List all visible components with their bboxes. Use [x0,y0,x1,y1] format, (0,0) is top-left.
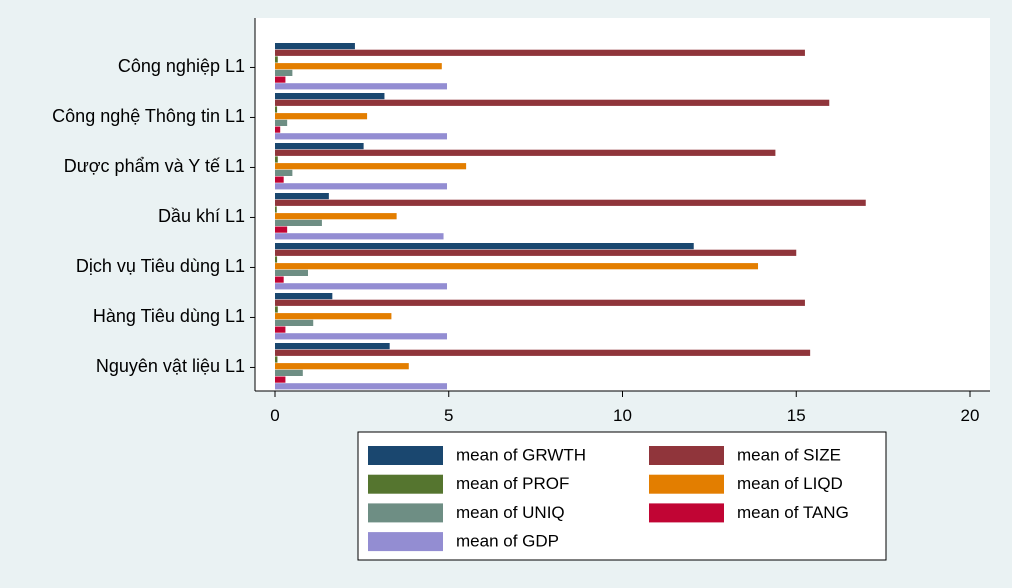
bar-mean-of-tang-dich-vu-tieu-dung-l1 [275,276,284,283]
bar-mean-of-prof-hang-tieu-dung-l1 [275,306,278,313]
bar-mean-of-grwth-dau-khi-l1 [275,193,329,200]
legend-swatch [368,532,443,552]
category-label: Công nghệ Thông tin L1 [52,106,245,126]
bar-mean-of-gdp-dich-vu-tieu-dung-l1 [275,283,448,290]
bars-layer [275,43,866,390]
legend-box [357,431,887,561]
legend-label: mean of GDP [456,532,559,551]
bar-mean-of-tang-cong-nghe-thong-tin-l1 [275,126,281,133]
legend-item-mean-of-size: mean of SIZE [649,445,841,465]
bar-mean-of-prof-dau-khi-l1 [275,206,277,213]
bar-mean-of-liqd-duoc-pham-va-y-te-l1 [275,163,467,170]
bar-mean-of-size-cong-nghe-thong-tin-l1 [275,99,830,106]
bar-mean-of-size-duoc-pham-va-y-te-l1 [275,149,776,156]
bar-mean-of-tang-duoc-pham-va-y-te-l1 [275,176,284,183]
bar-mean-of-grwth-nguyen-vat-lieu-l1 [275,343,390,350]
bar-group-duoc-pham-va-y-te-l1 [275,143,776,190]
x-tick-label: 10 [613,406,632,425]
bar-mean-of-gdp-duoc-pham-va-y-te-l1 [275,183,448,190]
category-label: Hàng Tiêu dùng L1 [93,306,245,326]
x-tick-label: 20 [961,406,980,425]
bar-mean-of-grwth-cong-nghiep-l1 [275,43,355,50]
bar-mean-of-grwth-cong-nghe-thong-tin-l1 [275,93,385,100]
bar-mean-of-grwth-duoc-pham-va-y-te-l1 [275,143,364,150]
bar-mean-of-size-dau-khi-l1 [275,199,866,206]
category-label: Nguyên vật liệu L1 [96,356,245,376]
bar-group-cong-nghiep-l1 [275,43,805,90]
bar-mean-of-liqd-cong-nghiep-l1 [275,63,442,70]
bar-group-nguyen-vat-lieu-l1 [275,343,811,390]
legend-label: mean of SIZE [737,445,841,464]
category-label: Dược phẩm và Y tế L1 [64,156,245,176]
bar-group-dich-vu-tieu-dung-l1 [275,243,797,290]
bar-group-dau-khi-l1 [275,193,866,240]
bar-mean-of-tang-hang-tieu-dung-l1 [275,326,286,333]
legend-swatch [368,474,443,494]
legend-label: mean of UNIQ [456,503,565,522]
legend-swatch [649,503,724,523]
legend-swatch [368,503,443,523]
x-tick-label: 5 [444,406,453,425]
bar-mean-of-gdp-hang-tieu-dung-l1 [275,333,448,340]
legend-item-mean-of-grwth: mean of GRWTH [368,445,586,465]
bar-group-hang-tieu-dung-l1 [275,293,805,340]
bar-mean-of-tang-dau-khi-l1 [275,226,288,233]
bar-mean-of-liqd-dich-vu-tieu-dung-l1 [275,263,759,270]
bar-mean-of-prof-nguyen-vat-lieu-l1 [275,356,278,363]
legend-label: mean of TANG [737,503,849,522]
bar-mean-of-gdp-dau-khi-l1 [275,233,444,240]
bar-mean-of-uniq-nguyen-vat-lieu-l1 [275,369,303,376]
legend: mean of GRWTH mean of SIZE mean of PROF mea… [357,431,887,561]
legend-label: mean of LIQD [737,474,843,493]
bar-mean-of-gdp-cong-nghiep-l1 [275,83,448,90]
bar-mean-of-prof-dich-vu-tieu-dung-l1 [275,256,278,263]
legend-item-mean-of-uniq: mean of UNIQ [368,503,565,523]
bar-mean-of-size-cong-nghiep-l1 [275,49,805,56]
legend-item-mean-of-liqd: mean of LIQD [649,474,843,494]
bar-group-cong-nghe-thong-tin-l1 [275,93,830,140]
bar-mean-of-prof-cong-nghe-thong-tin-l1 [275,106,278,113]
legend-item-mean-of-gdp: mean of GDP [368,532,559,552]
category-label: Dầu khí L1 [158,206,245,226]
bar-mean-of-tang-cong-nghiep-l1 [275,76,286,83]
legend-label: mean of GRWTH [456,445,586,464]
bar-mean-of-uniq-hang-tieu-dung-l1 [275,319,314,326]
bar-mean-of-uniq-cong-nghe-thong-tin-l1 [275,119,288,126]
legend-item-mean-of-tang: mean of TANG [649,503,849,523]
bar-mean-of-size-nguyen-vat-lieu-l1 [275,349,811,356]
legend-item-mean-of-prof: mean of PROF [368,474,569,494]
bar-mean-of-tang-nguyen-vat-lieu-l1 [275,376,286,383]
bar-mean-of-uniq-dau-khi-l1 [275,219,322,226]
legend-swatch [649,446,724,465]
bar-mean-of-size-hang-tieu-dung-l1 [275,299,805,306]
x-tick-label: 15 [787,406,806,425]
bar-mean-of-liqd-hang-tieu-dung-l1 [275,313,392,320]
bar-mean-of-uniq-cong-nghiep-l1 [275,69,293,76]
axes: Công nghiệp L1 Công nghệ Thông tin L1 Dược… [52,18,990,425]
bar-mean-of-gdp-cong-nghe-thong-tin-l1 [275,133,448,140]
bar-mean-of-uniq-dich-vu-tieu-dung-l1 [275,269,309,276]
legend-label: mean of PROF [456,474,569,493]
legend-swatch [649,474,724,494]
category-label: Công nghiệp L1 [118,56,245,76]
x-tick-label: 0 [270,406,279,425]
bar-mean-of-size-dich-vu-tieu-dung-l1 [275,249,797,256]
bar-mean-of-grwth-dich-vu-tieu-dung-l1 [275,243,694,250]
bar-mean-of-liqd-dau-khi-l1 [275,213,397,220]
bar-mean-of-liqd-nguyen-vat-lieu-l1 [275,363,409,370]
bar-mean-of-uniq-duoc-pham-va-y-te-l1 [275,169,293,176]
bar-mean-of-gdp-nguyen-vat-lieu-l1 [275,383,448,390]
bar-mean-of-prof-cong-nghiep-l1 [275,56,278,63]
bar-mean-of-grwth-hang-tieu-dung-l1 [275,293,333,300]
legend-swatch [368,446,443,465]
category-label: Dịch vụ Tiêu dùng L1 [76,256,245,276]
bar-mean-of-prof-duoc-pham-va-y-te-l1 [275,156,278,163]
bar-mean-of-liqd-cong-nghe-thong-tin-l1 [275,113,368,120]
